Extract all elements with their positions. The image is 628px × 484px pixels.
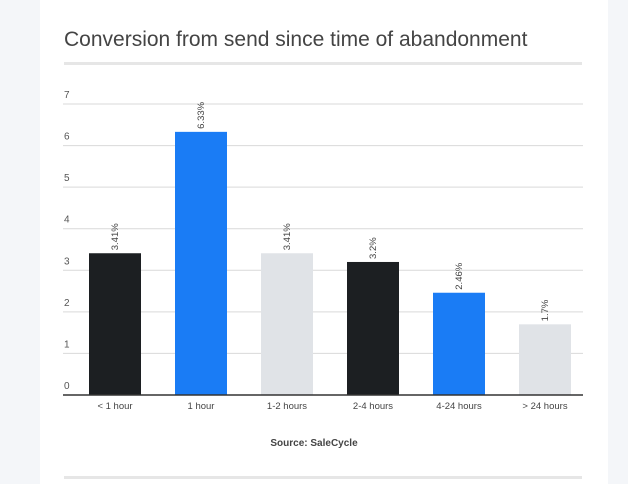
bar [89, 253, 141, 395]
x-tick-label: 1 hour [188, 401, 215, 412]
y-tick-label: 1 [64, 339, 70, 350]
y-tick-label: 2 [64, 298, 70, 309]
x-tick-label: 1-2 hours [267, 401, 307, 412]
x-tick-label: < 1 hour [97, 401, 132, 412]
x-tick-label: > 24 hours [522, 401, 567, 412]
data-label: 1.7% [540, 299, 551, 321]
y-tick-label: 4 [64, 215, 70, 226]
y-tick-label: 0 [64, 381, 70, 392]
data-label: 3.41% [110, 223, 121, 250]
data-label: 6.33% [196, 101, 207, 128]
bar [433, 292, 485, 395]
x-tick-label: 2-4 hours [353, 401, 393, 412]
data-label: 3.41% [282, 223, 293, 250]
y-tick-label: 3 [64, 256, 70, 267]
chart-title: Conversion from send since time of aband… [64, 28, 528, 51]
bar [347, 261, 399, 395]
title-divider [64, 62, 582, 65]
bar [175, 131, 227, 396]
bottom-divider [64, 476, 582, 479]
y-tick-label: 5 [64, 173, 70, 184]
bar [519, 324, 571, 395]
chart-source: Source: SaleCycle [270, 438, 358, 449]
data-label: 3.2% [368, 237, 379, 259]
data-label: 2.46% [454, 262, 465, 289]
y-tick-label: 6 [64, 132, 70, 143]
y-tick-label: 7 [64, 90, 70, 101]
chart-panel [40, 0, 608, 484]
bar [261, 253, 313, 395]
x-tick-label: 4-24 hours [436, 401, 482, 412]
